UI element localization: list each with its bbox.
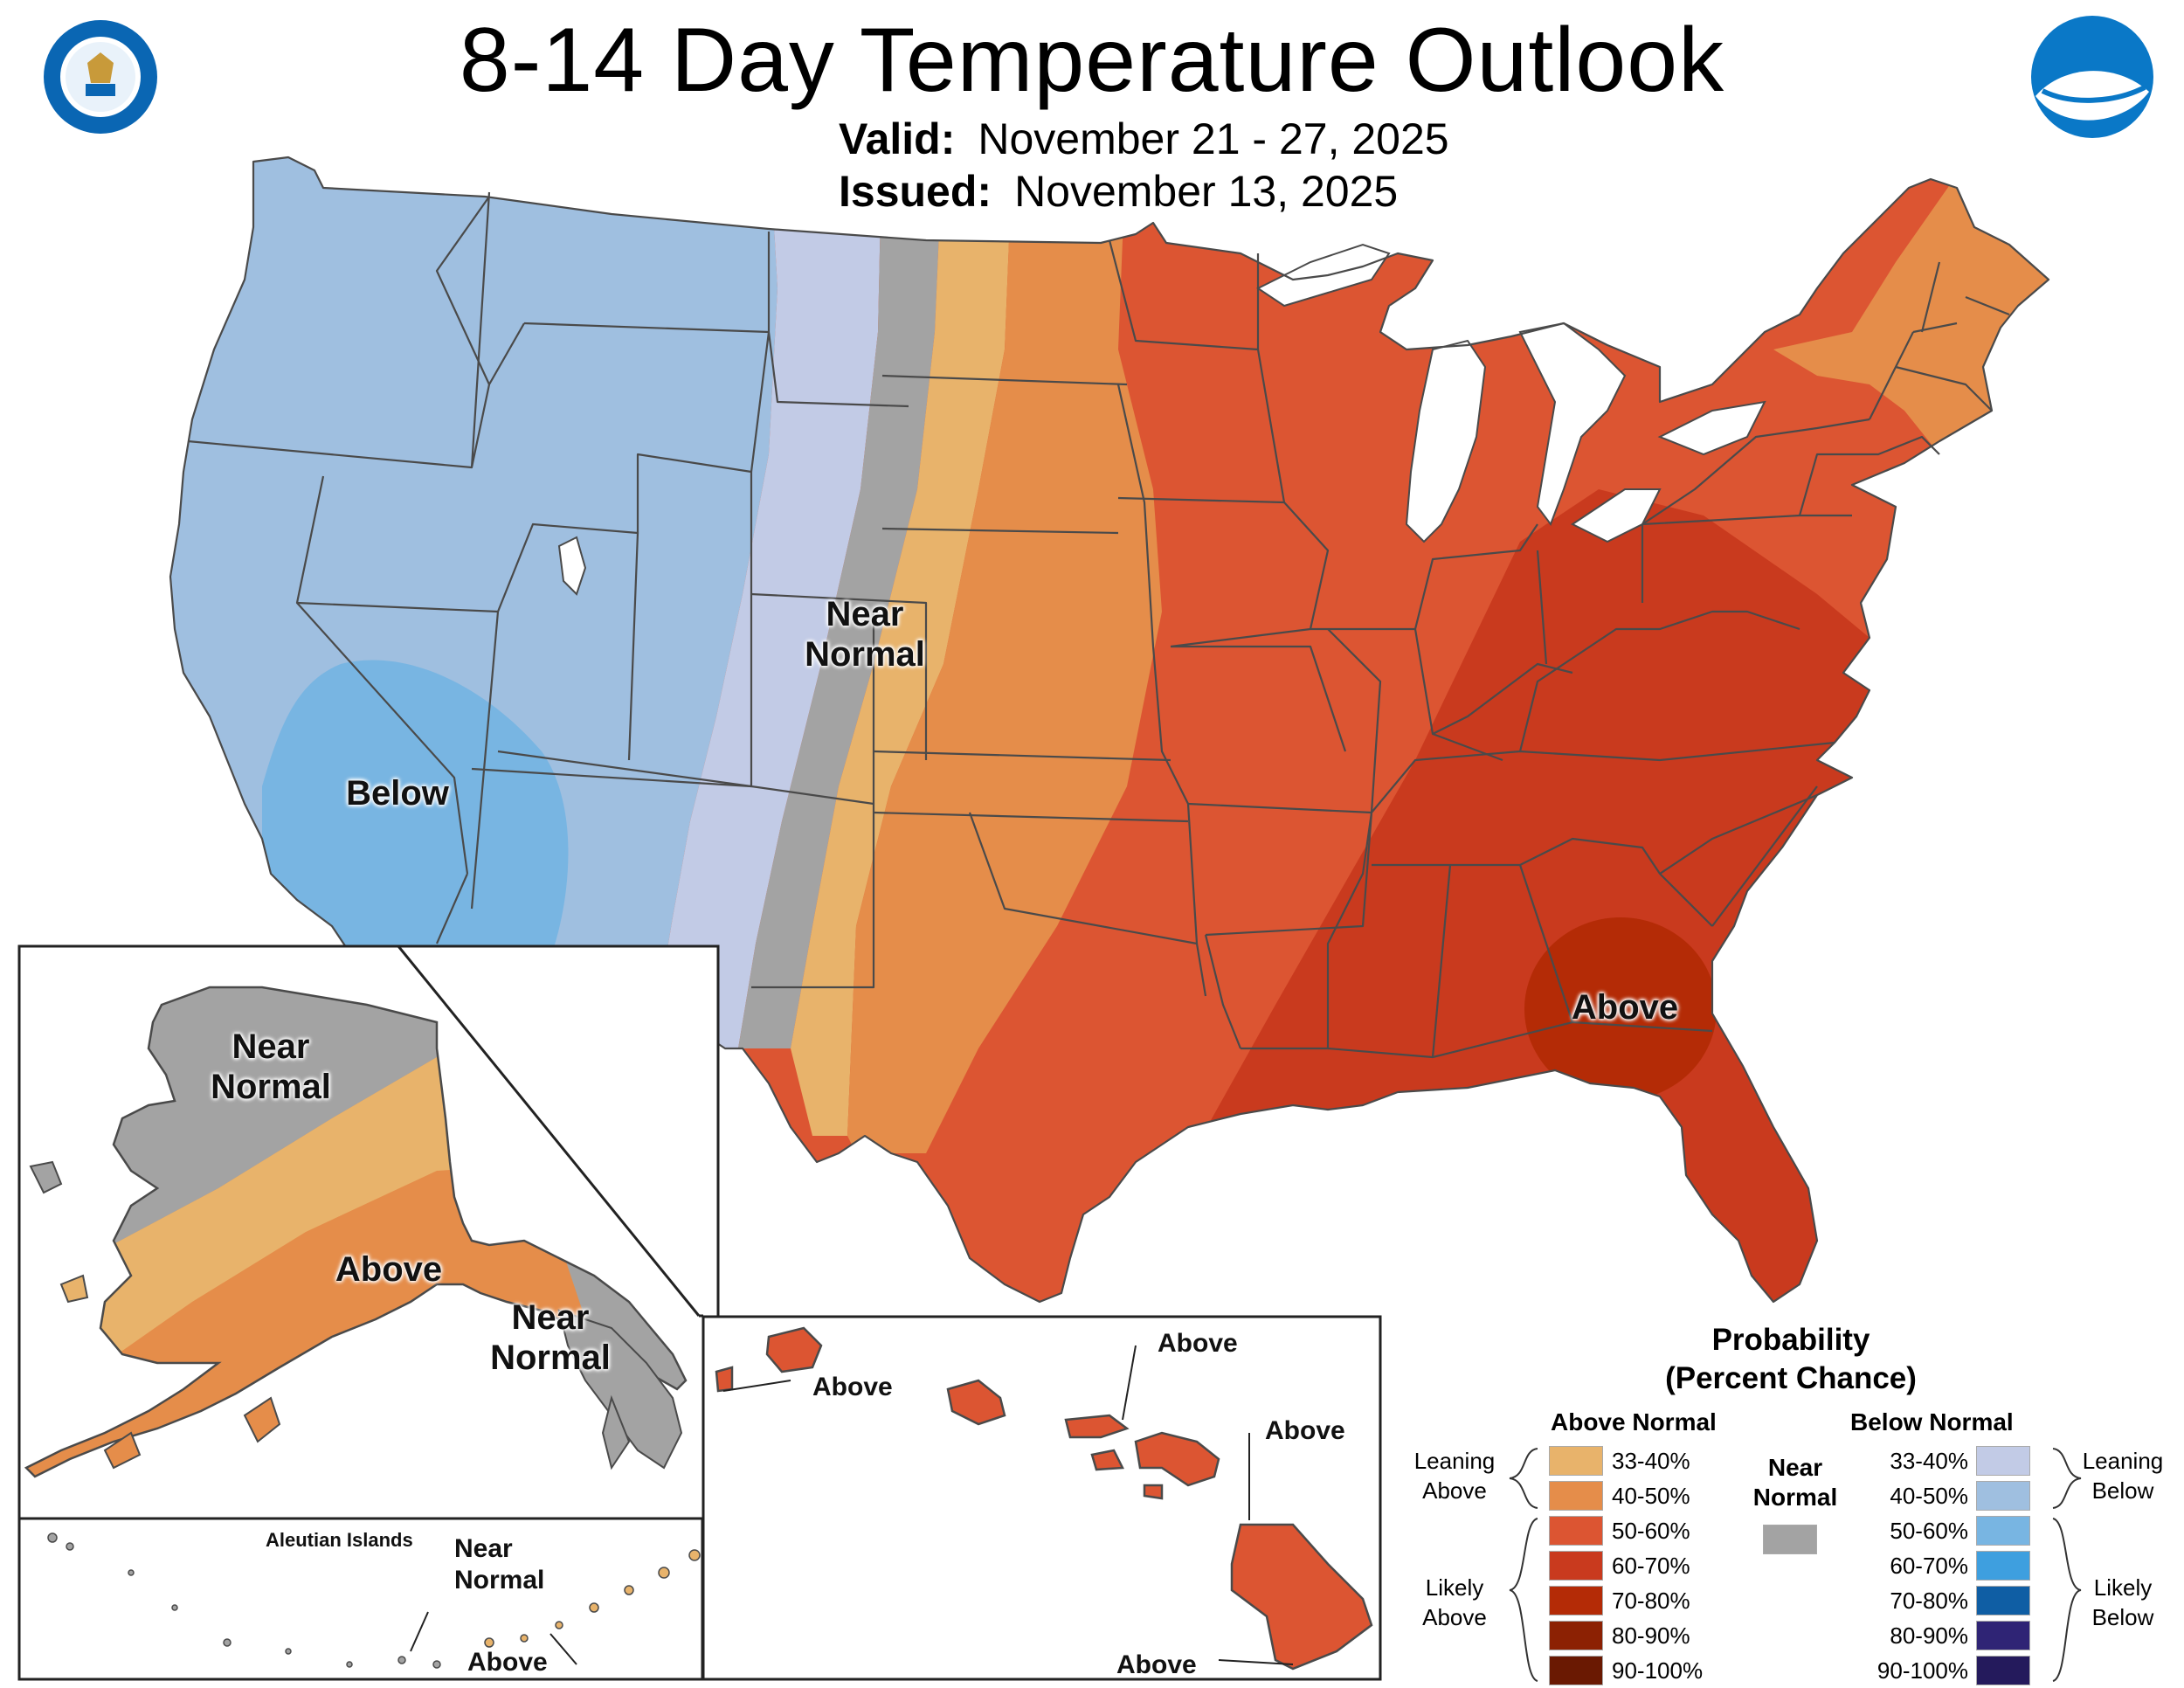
hi-above-label-oahu: Above [1158, 1329, 1238, 1358]
legend-below-header: Below Normal [1850, 1408, 2014, 1435]
ak-near-north-label: Near Normal [211, 1027, 331, 1106]
issued-value: November 13, 2025 [1014, 167, 1399, 216]
commerce-seal-icon [44, 20, 157, 134]
aleutian-title: Aleutian Islands [266, 1529, 413, 1551]
legend-above-range: 40-50% [1612, 1483, 1690, 1509]
legend-below-swatch [1976, 1481, 2030, 1511]
legend-above-range: 80-90% [1612, 1622, 1690, 1649]
legend-below-range: 50-60% [1890, 1518, 1968, 1544]
legend-leaning-below: Leaning Below [2082, 1448, 2164, 1504]
legend-above-range: 90-100% [1612, 1657, 1704, 1684]
valid-value: November 21 - 27, 2025 [978, 114, 1449, 163]
legend-above-swatch [1549, 1481, 1603, 1511]
legend-below-range: 33-40% [1890, 1448, 1968, 1474]
legend-above-swatch [1549, 1551, 1603, 1581]
aleutian-near-label: Near Normal [454, 1534, 545, 1595]
legend-above-swatch [1549, 1586, 1603, 1615]
legend-near-swatch [1763, 1525, 1817, 1554]
legend-below-range: 80-90% [1890, 1622, 1968, 1649]
page-title: 8-14 Day Temperature Outlook [459, 10, 1725, 111]
valid-label: Valid: [839, 114, 956, 163]
noaa-logo-icon [2031, 16, 2153, 138]
aleutian-above-label: Above [467, 1648, 548, 1677]
legend-likely-below: Likely Below [2091, 1574, 2154, 1630]
legend-below-range: 60-70% [1890, 1553, 1968, 1579]
legend-below-swatch [1976, 1516, 2030, 1546]
legend-below-swatch [1976, 1621, 2030, 1650]
legend-below-range: 70-80% [1890, 1588, 1968, 1614]
legend-below-range: 40-50% [1890, 1483, 1968, 1509]
legend-above-swatch [1549, 1516, 1603, 1546]
legend-below-swatch [1976, 1656, 2030, 1685]
valid-line: Valid: November 21 - 27, 2025 [839, 114, 1449, 164]
issued-line: Issued: November 13, 2025 [839, 166, 1398, 217]
ak-above-label: Above [335, 1250, 443, 1289]
legend-above-range: 70-80% [1612, 1588, 1690, 1614]
legend-above-range: 50-60% [1612, 1518, 1690, 1544]
legend-above-swatch [1549, 1656, 1603, 1685]
legend-above-range: 33-40% [1612, 1448, 1690, 1474]
legend-near-label: Near Normal [1752, 1454, 1838, 1511]
conus-above-label: Above [1571, 988, 1679, 1027]
hi-above-label-big-island: Above [1116, 1650, 1197, 1679]
legend-below-swatch [1976, 1586, 2030, 1615]
legend-above-range: 60-70% [1612, 1553, 1690, 1579]
ak-near-panhandle-label: Near Normal [490, 1298, 611, 1377]
issued-label: Issued: [839, 167, 992, 216]
legend-above-swatch [1549, 1446, 1603, 1476]
conus-near-label: Near Normal [805, 595, 925, 674]
legend-above-header: Above Normal [1551, 1408, 1717, 1435]
hi-above-label-kauai: Above [812, 1373, 893, 1401]
legend-leaning-above: Leaning Above [1413, 1448, 1496, 1504]
legend-below-range: 90-100% [1876, 1657, 1968, 1684]
legend-title: Probability (Percent Chance) [1665, 1323, 1917, 1395]
legend-likely-above: Likely Above [1422, 1574, 1487, 1630]
legend-below-swatch [1976, 1551, 2030, 1581]
legend-below-swatch [1976, 1446, 2030, 1476]
legend-above-swatch [1549, 1621, 1603, 1650]
conus-below-label: Below [346, 774, 449, 813]
hi-above-label-maui: Above [1265, 1416, 1345, 1445]
